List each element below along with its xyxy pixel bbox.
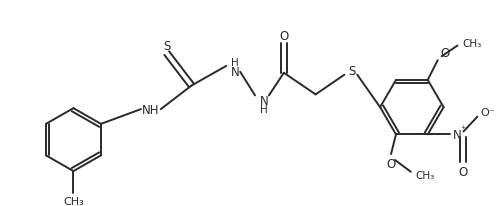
Text: O: O [441,47,450,60]
Text: N: N [260,94,269,107]
Text: N: N [453,128,461,141]
Text: H: H [231,58,239,68]
Text: N: N [231,66,240,79]
Text: S: S [348,65,356,78]
Text: O: O [279,30,288,43]
Text: S: S [163,40,170,53]
Text: CH₃: CH₃ [463,38,482,48]
Text: H: H [260,105,268,115]
Text: ⁺: ⁺ [461,125,466,135]
Text: O⁻: O⁻ [481,107,495,117]
Text: CH₃: CH₃ [63,196,84,206]
Text: CH₃: CH₃ [416,170,435,180]
Text: NH: NH [142,103,159,116]
Text: O: O [386,158,395,171]
Text: O: O [459,165,468,178]
